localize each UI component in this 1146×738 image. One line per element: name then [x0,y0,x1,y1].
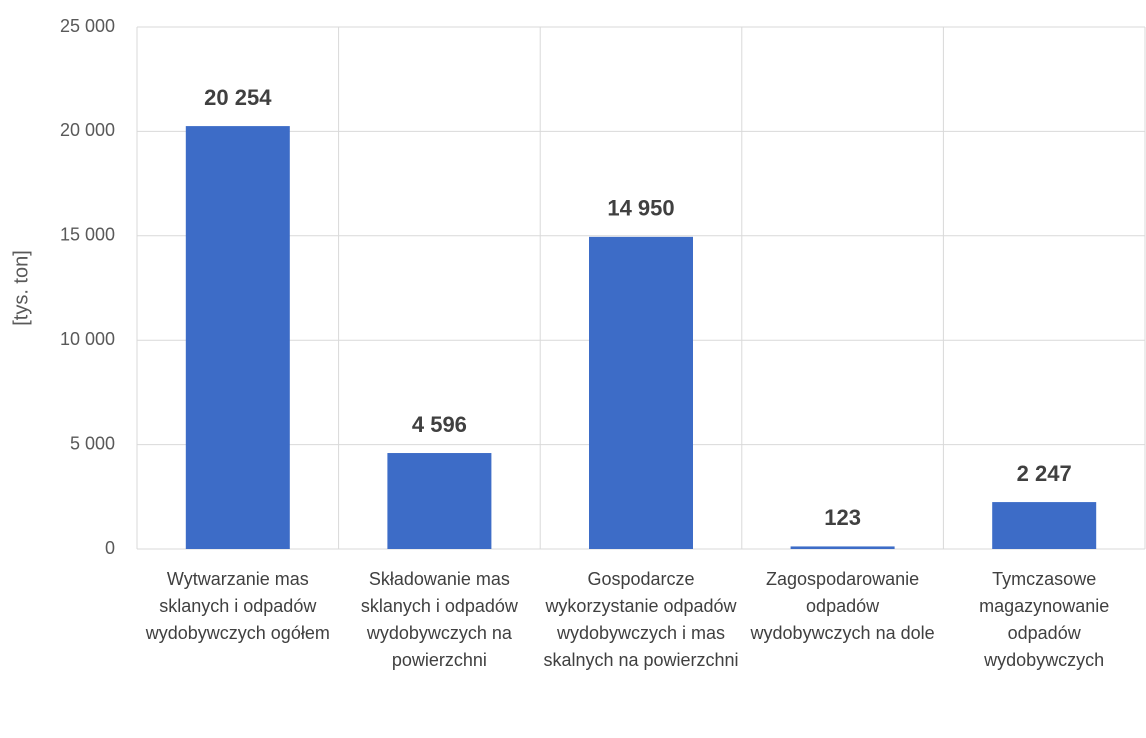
data-label: 2 247 [1017,461,1072,486]
data-label: 123 [824,505,861,530]
y-tick-label: 0 [105,538,115,558]
y-tick-label: 15 000 [60,225,115,245]
x-tick-label: Gospodarcze wykorzystanie odpadów wydoby… [543,569,739,670]
x-tick-label: Składowanie mas sklanych i odpadów wydob… [360,569,518,670]
data-label: 4 596 [412,412,467,437]
bar [387,453,492,549]
bar [589,236,693,549]
data-label: 14 950 [607,196,674,221]
bar [992,502,1097,549]
x-tick-label: Zagospodarowanie odpadów wydobywczych na… [750,569,935,643]
x-tick-label: Tymczasowe magazynowanie odpadów wydobyw… [979,569,1110,670]
y-tick-label: 10 000 [60,329,115,349]
y-tick-label: 25 000 [60,16,115,36]
y-tick-label: 20 000 [60,120,115,140]
data-label: 20 254 [204,85,272,110]
y-tick-label: 5 000 [70,433,115,453]
bar [790,546,895,549]
x-tick-label: Wytwarzanie mas sklanych i odpadów wydob… [145,569,330,643]
y-axis-label: [tys. ton] [10,250,32,326]
bar [185,126,290,549]
